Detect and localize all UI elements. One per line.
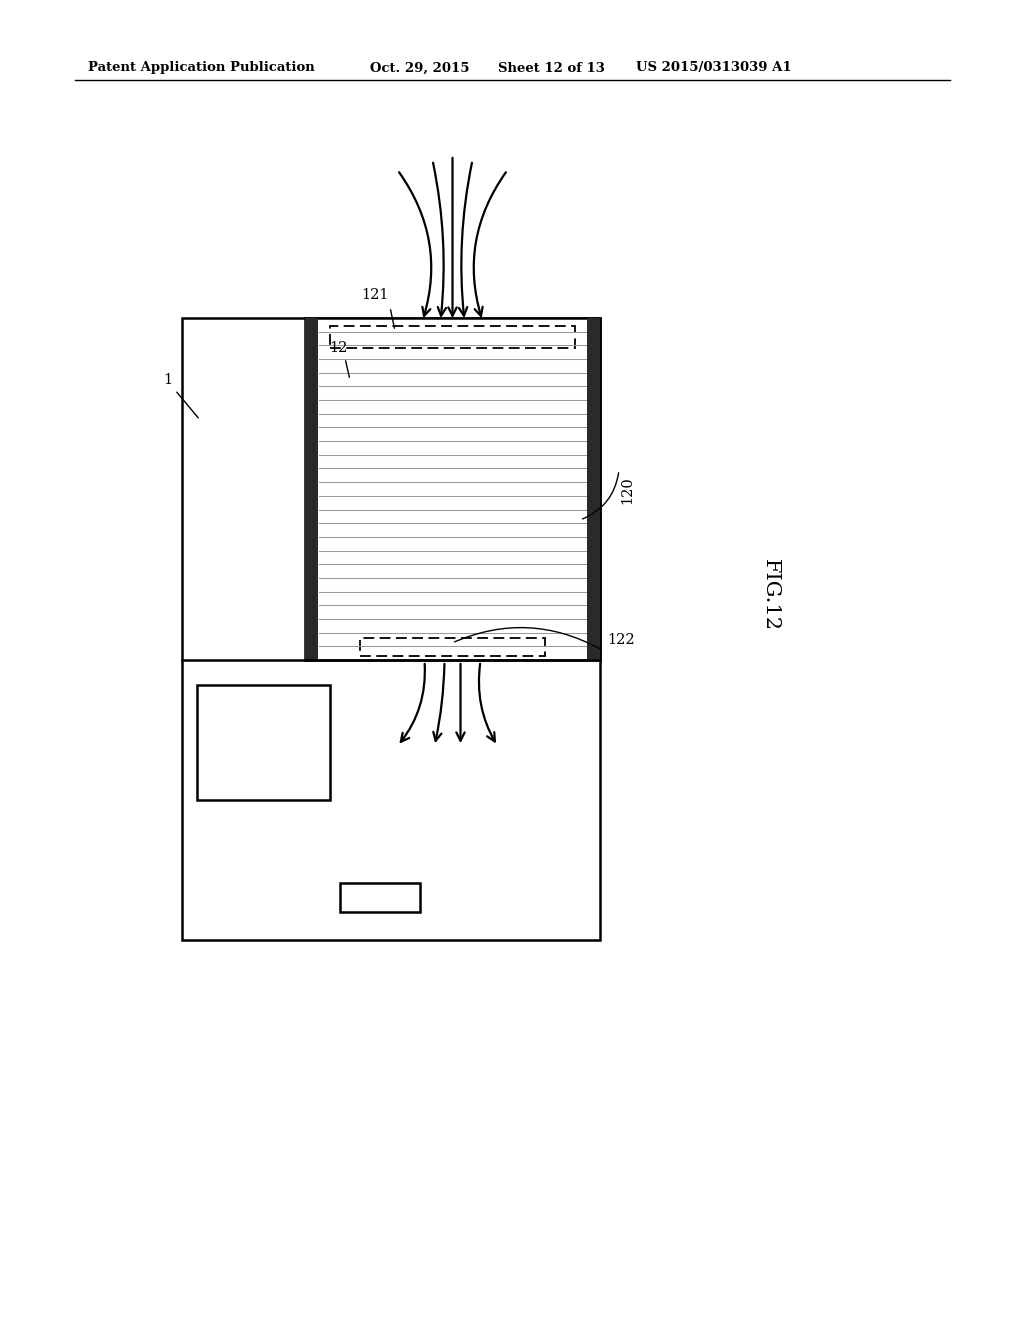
Bar bbox=[305, 318, 318, 660]
Text: 120: 120 bbox=[620, 477, 634, 504]
Text: 12: 12 bbox=[329, 341, 347, 355]
Bar bbox=[197, 685, 330, 800]
Bar bbox=[340, 883, 420, 912]
Text: Patent Application Publication: Patent Application Publication bbox=[88, 62, 314, 74]
Text: FIG.12: FIG.12 bbox=[761, 558, 779, 631]
Text: 121: 121 bbox=[361, 288, 389, 302]
Bar bbox=[330, 326, 575, 348]
Bar bbox=[305, 318, 600, 660]
Text: US 2015/0313039 A1: US 2015/0313039 A1 bbox=[636, 62, 792, 74]
Text: Oct. 29, 2015: Oct. 29, 2015 bbox=[370, 62, 469, 74]
Bar bbox=[587, 318, 600, 660]
Bar bbox=[182, 318, 600, 940]
Bar bbox=[360, 638, 545, 656]
Text: Sheet 12 of 13: Sheet 12 of 13 bbox=[498, 62, 605, 74]
Text: 122: 122 bbox=[607, 634, 635, 647]
Text: 1: 1 bbox=[164, 374, 173, 387]
